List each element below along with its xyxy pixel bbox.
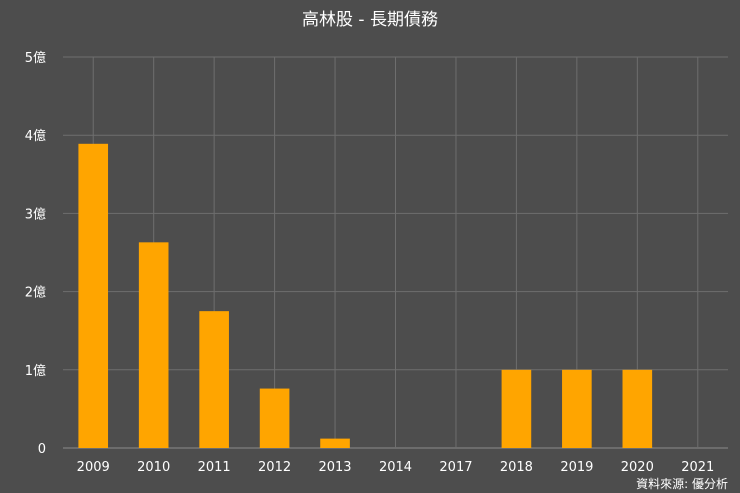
bar-2010: [138, 242, 169, 448]
x-tick-label: 2018: [500, 460, 533, 475]
y-tick-label: 4億: [25, 128, 46, 144]
x-tick-label: 2013: [318, 460, 351, 475]
y-tick-label: 0: [38, 442, 46, 457]
bar-2019: [562, 369, 592, 448]
y-tick-label: 1億: [25, 363, 46, 379]
x-tick-label: 2020: [621, 460, 654, 475]
x-tick-label: 2017: [439, 460, 472, 475]
x-tick-label: 2014: [379, 460, 412, 475]
chart-title: 高林股 - 長期債務: [302, 10, 438, 30]
bar-2020: [622, 369, 653, 448]
y-axis-ticks: 0 1億 2億 3億 4億 5億: [25, 50, 46, 457]
bars: [78, 143, 653, 448]
x-tick-label: 2012: [258, 460, 291, 475]
x-tick-label: 2011: [198, 460, 231, 475]
bar-2018: [501, 369, 532, 448]
y-tick-label: 5億: [25, 50, 46, 66]
bar-2013: [320, 438, 350, 448]
y-tick-label: 3億: [25, 206, 46, 222]
bar-2011: [199, 311, 229, 448]
x-tick-label: 2009: [77, 460, 110, 475]
bar-2012: [259, 388, 290, 448]
bar-2009: [78, 143, 109, 448]
x-tick-label: 2021: [681, 460, 714, 475]
y-tick-label: 2億: [25, 285, 46, 301]
source-note: 資料來源: 優分析: [636, 477, 728, 491]
x-tick-label: 2010: [137, 460, 170, 475]
x-axis-ticks: 2009 2010 2011 2012 2013 2014 2017 2018 2019 2020…: [77, 460, 715, 475]
x-tick-label: 2019: [560, 460, 593, 475]
